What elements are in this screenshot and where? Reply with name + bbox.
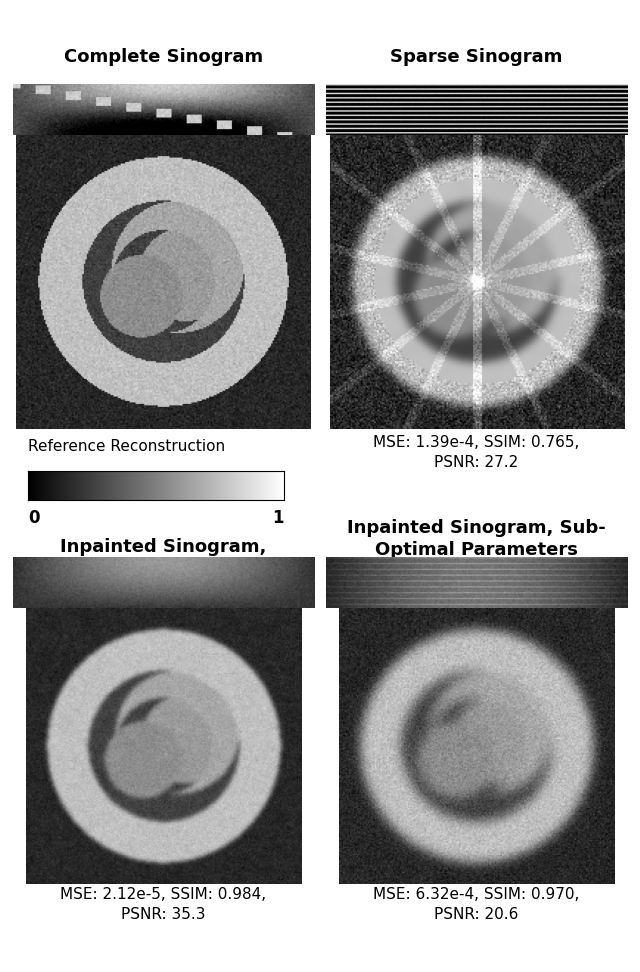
Text: MSE: 6.32e-4, SSIM: 0.970,
PSNR: 20.6: MSE: 6.32e-4, SSIM: 0.970, PSNR: 20.6	[373, 887, 580, 921]
Text: 0: 0	[28, 508, 39, 527]
Text: 1: 1	[273, 508, 284, 527]
Text: MSE: 2.12e-5, SSIM: 0.984,
PSNR: 35.3: MSE: 2.12e-5, SSIM: 0.984, PSNR: 35.3	[60, 887, 266, 921]
Text: MSE: 1.39e-4, SSIM: 0.765,
PSNR: 27.2: MSE: 1.39e-4, SSIM: 0.765, PSNR: 27.2	[373, 435, 580, 470]
Text: Inpainted Sinogram,
Optimized Parameters: Inpainted Sinogram, Optimized Parameters	[50, 538, 276, 578]
Text: Inpainted Sinogram, Sub-
Optimal Parameters: Inpainted Sinogram, Sub- Optimal Paramet…	[348, 519, 606, 559]
Text: Complete Sinogram: Complete Sinogram	[64, 48, 263, 66]
Text: Reference Reconstruction: Reference Reconstruction	[28, 439, 225, 454]
Text: Sparse Sinogram: Sparse Sinogram	[390, 48, 563, 66]
